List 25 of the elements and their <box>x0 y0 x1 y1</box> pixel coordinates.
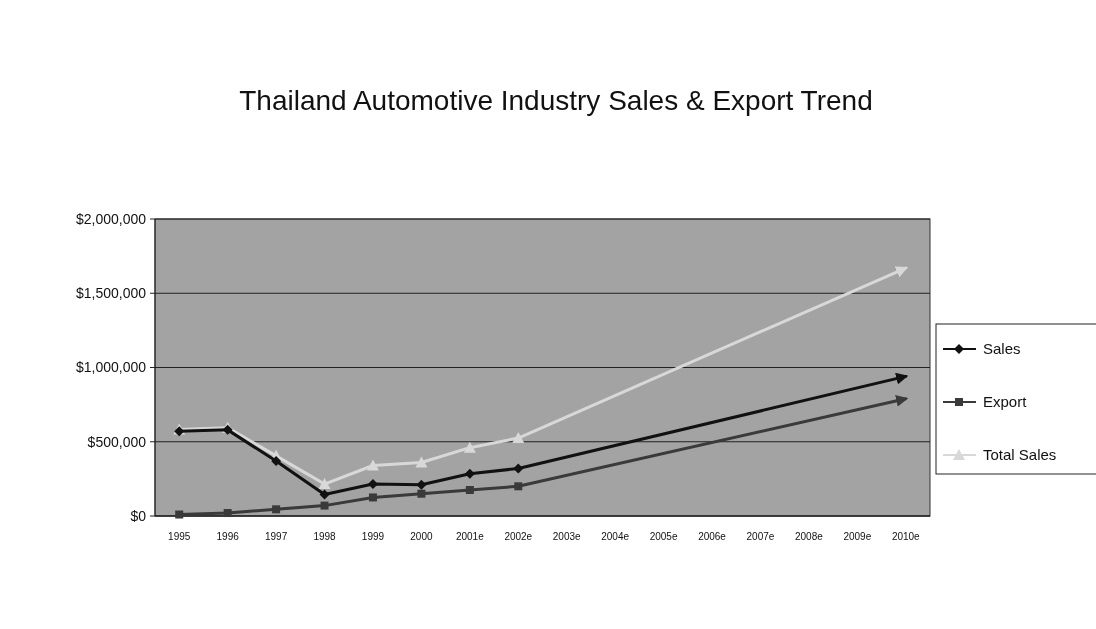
x-tick-label: 2009e <box>843 531 872 542</box>
legend-label: Sales <box>983 340 1021 358</box>
x-tick-label: 1997 <box>264 531 288 542</box>
x-tick-label: 2002e <box>504 531 533 542</box>
chart-title: Thailand Automotive Industry Sales & Export Trend <box>239 85 873 116</box>
x-tick-label: 2005e <box>649 531 678 542</box>
x-tick-label: 2004e <box>601 531 630 542</box>
x-tick-label: 2006e <box>698 531 727 542</box>
y-tick-label: $1,000,000 <box>75 359 147 376</box>
legend-label: Total Sales <box>983 446 1057 464</box>
x-tick-label: 1995 <box>168 531 191 542</box>
x-tick-label: 2010e <box>891 531 921 542</box>
x-tick-label: 1998 <box>313 531 337 542</box>
legend-label: Export <box>983 393 1028 411</box>
x-tick-label: 2003e <box>552 531 582 542</box>
x-tick-label: 1999 <box>361 531 385 542</box>
x-tick-label: 2007e <box>746 531 775 542</box>
x-tick-label: 2001e <box>455 531 485 542</box>
y-tick-label: $1,500,000 <box>75 285 147 302</box>
x-tick-label: 2008e <box>795 531 824 542</box>
x-tick-label: 2000 <box>410 531 433 542</box>
x-tick-label: 1996 <box>216 531 240 542</box>
y-tick-label: $2,000,000 <box>75 210 147 227</box>
y-tick-label: $0 <box>130 507 147 524</box>
y-tick-label: $500,000 <box>87 433 147 450</box>
